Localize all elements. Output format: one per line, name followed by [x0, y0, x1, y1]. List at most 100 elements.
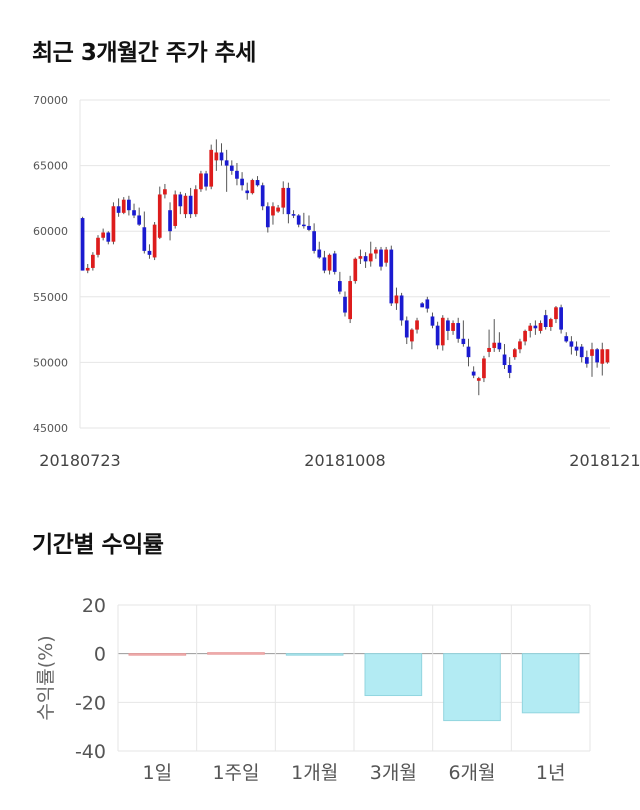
- candle-body: [291, 214, 296, 216]
- return-bar: [285, 653, 344, 656]
- candle-body: [492, 342, 497, 348]
- candle-body: [307, 225, 311, 230]
- candle-body: [600, 349, 605, 364]
- candle-body: [446, 320, 450, 331]
- returns-bar-chart: 20 0 -20 -40 1일 1주일 1개월 3개월 6개월 1년 수익률(%): [35, 595, 591, 784]
- candle-body: [605, 349, 610, 363]
- candle-body: [152, 224, 157, 258]
- y-tick-label: -40: [75, 741, 106, 763]
- candle-body: [518, 341, 522, 350]
- candle-body: [523, 330, 527, 342]
- x-tick-label: 6개월: [448, 762, 495, 784]
- candle-body: [579, 346, 584, 358]
- candle-body: [384, 249, 389, 263]
- candle-body: [415, 320, 419, 330]
- candle-body: [235, 170, 239, 179]
- return-bar: [521, 653, 580, 714]
- return-bar: [128, 653, 187, 656]
- candle-body: [214, 152, 219, 161]
- y-tick-label: 65000: [33, 160, 68, 173]
- candle-body: [338, 281, 342, 292]
- candle-body: [574, 346, 579, 351]
- candle-body: [332, 253, 337, 272]
- candle-body: [281, 187, 286, 208]
- candle-body: [512, 349, 517, 358]
- candle-body: [245, 190, 250, 194]
- candle-body: [358, 256, 363, 259]
- y-tick-label: 20: [82, 595, 106, 617]
- candle-body: [199, 173, 203, 190]
- candle-body: [456, 323, 461, 339]
- candle-body: [410, 329, 414, 342]
- candle-body: [497, 342, 502, 350]
- candle-body: [127, 199, 131, 211]
- candle-body: [368, 253, 373, 262]
- candle-body: [224, 160, 229, 166]
- candle-body: [425, 299, 430, 309]
- y-axis-label: 수익률(%): [35, 635, 57, 720]
- return-bar: [207, 652, 265, 655]
- candle-body: [106, 232, 111, 242]
- candle-body: [528, 325, 533, 331]
- candle-body: [543, 315, 548, 327]
- candle-body: [183, 195, 188, 215]
- candle-body: [116, 206, 121, 213]
- candle-body: [85, 267, 90, 271]
- candle-body: [554, 307, 558, 320]
- candle-body: [219, 152, 224, 161]
- candle-body: [240, 178, 244, 186]
- x-tick-label: 1일: [143, 762, 173, 784]
- candle-body: [312, 231, 316, 251]
- candle-body: [209, 149, 214, 187]
- candle-body: [451, 323, 455, 331]
- x-tick-label: 20181217: [569, 451, 640, 470]
- candle-body: [471, 371, 476, 376]
- candle-body: [301, 224, 306, 227]
- y-tick-label: 55000: [33, 291, 68, 304]
- candle-body: [487, 347, 491, 352]
- price-chart-title: 최근 3개월간 주가 추세: [32, 40, 256, 66]
- candle-body: [188, 195, 193, 215]
- candle-body: [163, 189, 167, 195]
- candle-body: [260, 185, 265, 207]
- candle-body: [137, 215, 142, 225]
- candle-body: [91, 254, 95, 268]
- candle-body: [538, 323, 543, 331]
- returns-chart-title: 기간별 수익률: [32, 532, 164, 558]
- y-tick-label: 50000: [33, 356, 68, 369]
- candle-body: [440, 317, 445, 346]
- candle-body: [296, 215, 301, 225]
- candle-body: [173, 194, 178, 226]
- x-tick-label: 20180723: [39, 451, 120, 470]
- candle-body: [271, 206, 275, 216]
- candle-body: [595, 349, 599, 363]
- candle-body: [265, 206, 270, 228]
- candle-body: [394, 295, 399, 304]
- candle-body: [461, 338, 466, 345]
- candle-body: [204, 173, 208, 187]
- candle-body: [101, 232, 106, 238]
- candle-body: [466, 346, 471, 358]
- candle-body: [142, 227, 147, 251]
- return-bar: [443, 653, 501, 722]
- x-tick-label: 20181008: [304, 451, 385, 470]
- candle-body: [590, 349, 594, 356]
- candle-body: [420, 303, 425, 308]
- candle-body: [111, 206, 116, 242]
- y-tick-label: 60000: [33, 225, 68, 238]
- candle-body: [255, 180, 260, 186]
- candle-body: [168, 210, 172, 232]
- candle-body: [343, 296, 347, 313]
- candle-body: [476, 378, 481, 381]
- x-tick-label: 3개월: [370, 762, 417, 784]
- x-tick-label: 1개월: [291, 762, 338, 784]
- candle-body: [404, 320, 409, 338]
- candle-body: [327, 254, 332, 271]
- candle-body: [507, 365, 512, 373]
- candle-body: [363, 256, 368, 262]
- candle-body: [379, 249, 383, 267]
- candle-body: [430, 316, 435, 326]
- y-tick-label: 45000: [33, 422, 68, 435]
- candle-body: [584, 357, 589, 364]
- candle-body: [80, 218, 85, 271]
